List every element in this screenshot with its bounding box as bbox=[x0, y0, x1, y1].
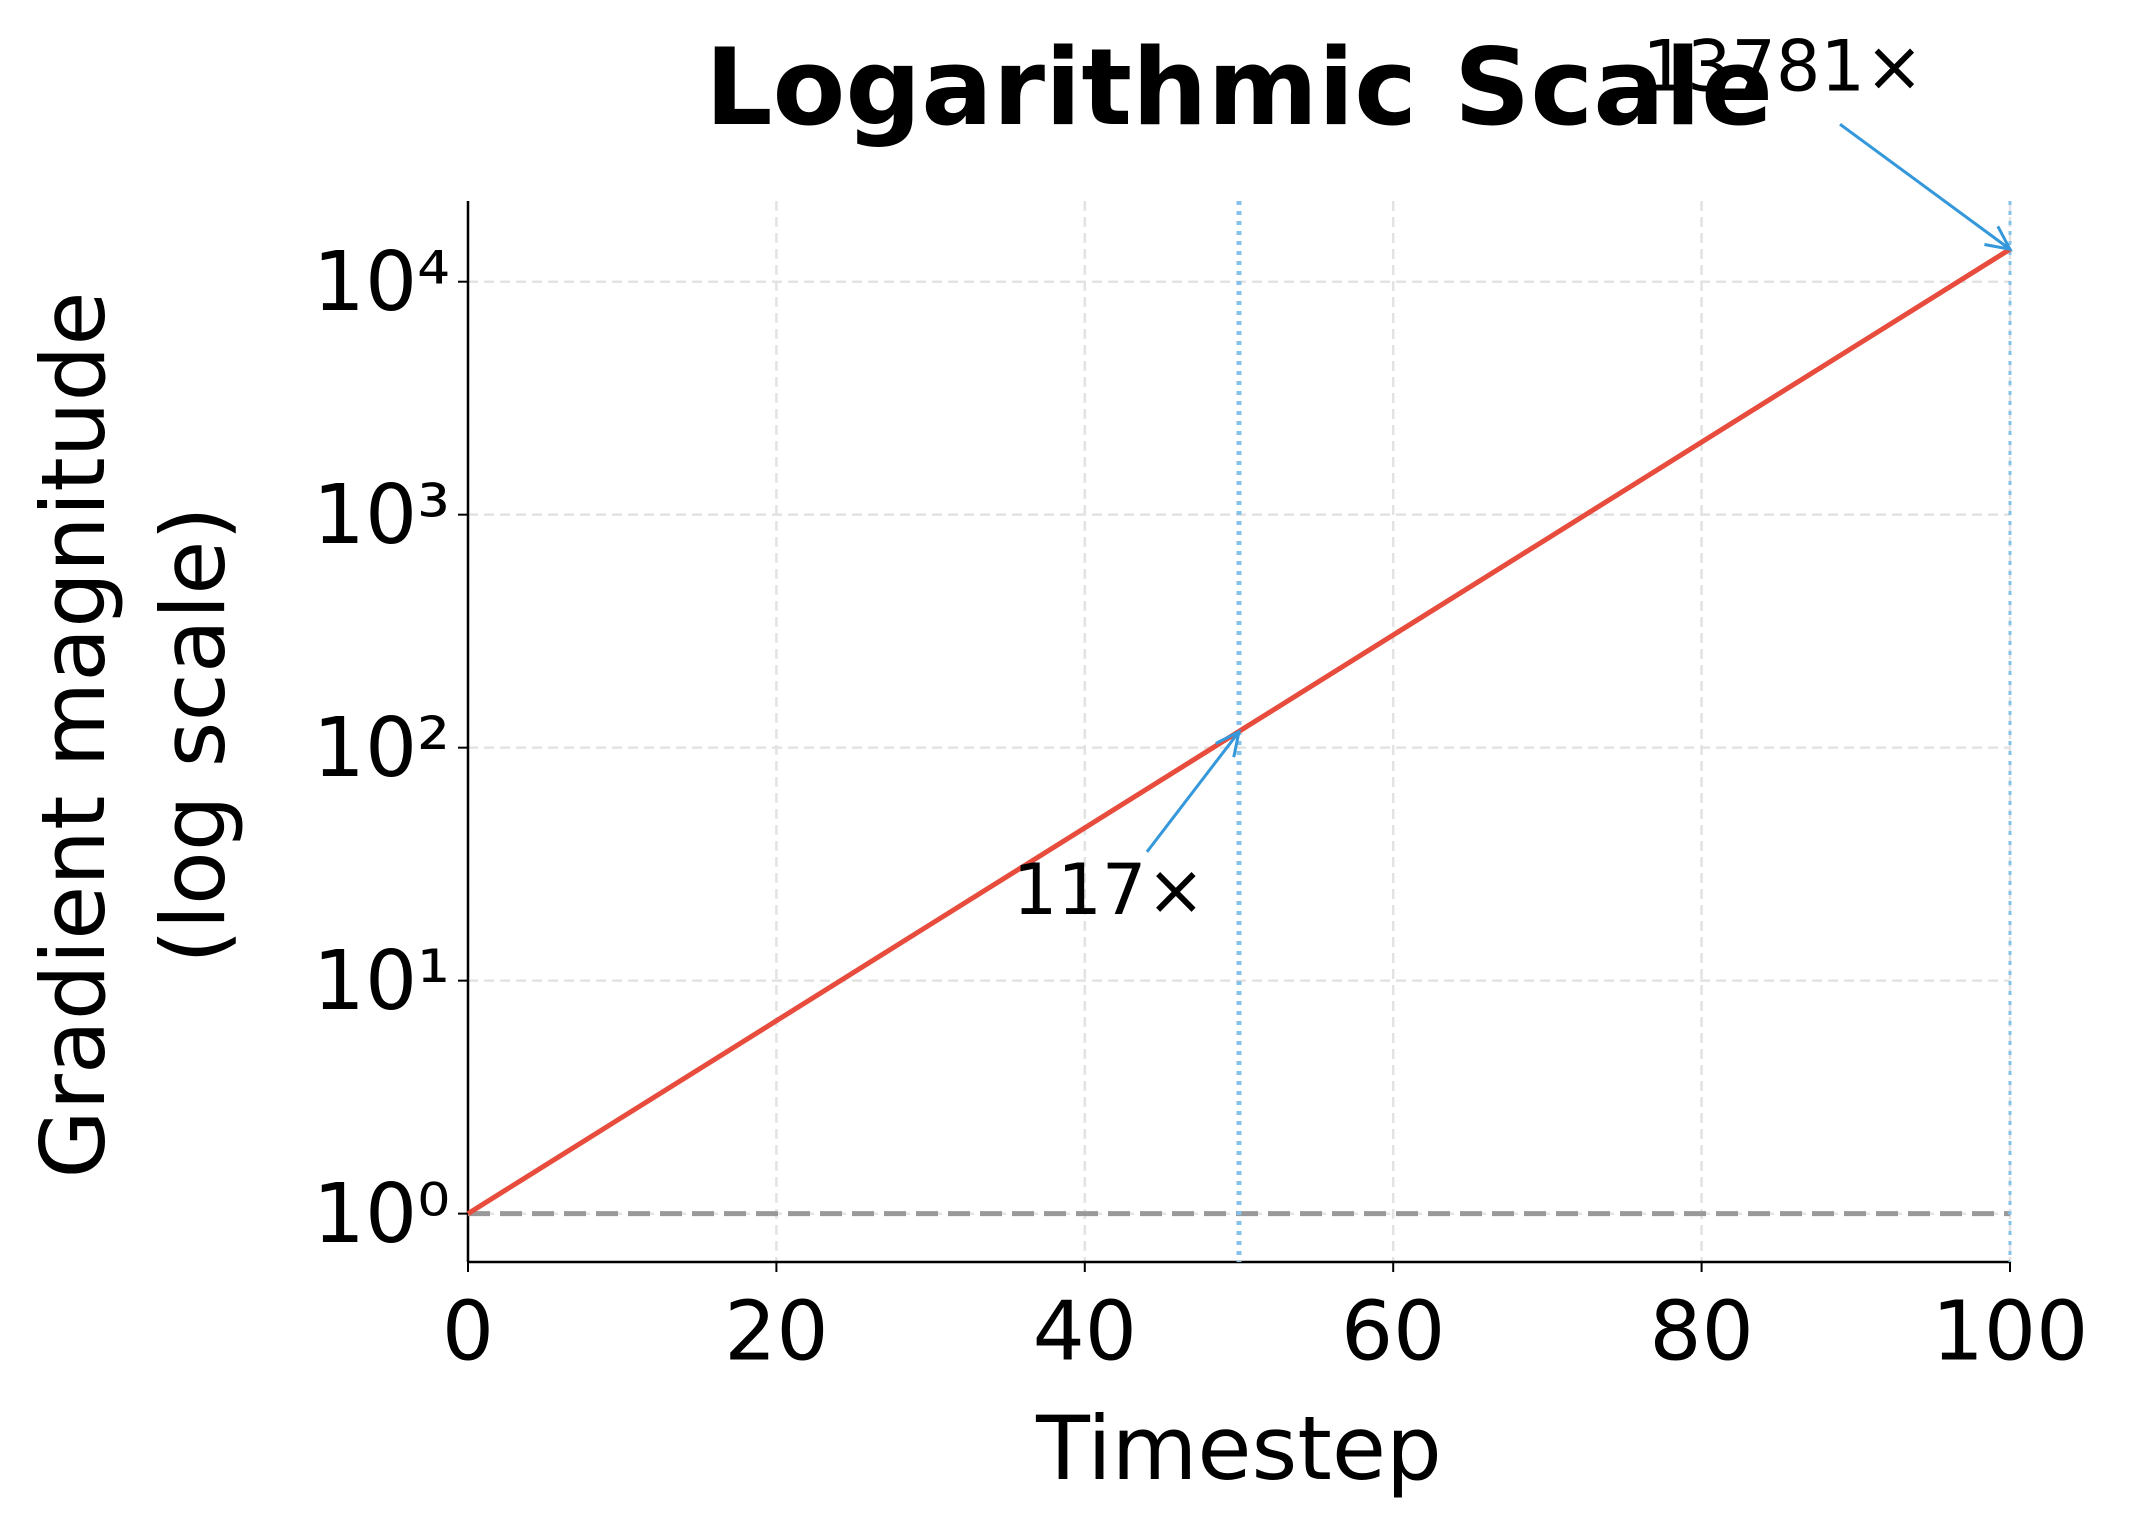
y-axis-label: Gradient magnitude bbox=[22, 291, 125, 1178]
x-tick-label: 60 bbox=[1341, 1284, 1445, 1379]
x-axis-label: Timestep bbox=[1035, 1397, 1442, 1500]
annotation-arrow bbox=[1145, 729, 1242, 853]
y-tick-label: 10³ bbox=[313, 468, 450, 563]
y-tick-label: 10⁴ bbox=[313, 235, 450, 330]
annotation-arrow bbox=[1839, 123, 2013, 252]
annotation-text: 117× bbox=[1013, 849, 1205, 931]
x-tick-label: 0 bbox=[442, 1284, 494, 1379]
x-tick-label: 40 bbox=[1033, 1284, 1137, 1379]
x-tick-label: 80 bbox=[1649, 1284, 1753, 1379]
chart-title: Logarithmic Scale bbox=[705, 26, 1773, 149]
y-tick-label: 10⁰ bbox=[313, 1167, 450, 1262]
annotation-text: 13781× bbox=[1642, 25, 1923, 107]
y-tick-label: 10² bbox=[313, 701, 450, 796]
x-tick-label: 20 bbox=[724, 1284, 828, 1379]
y-tick-label: 10¹ bbox=[313, 934, 450, 1029]
y-axis-label: (log scale) bbox=[142, 506, 245, 964]
x-tick-label: 100 bbox=[1932, 1284, 2089, 1379]
